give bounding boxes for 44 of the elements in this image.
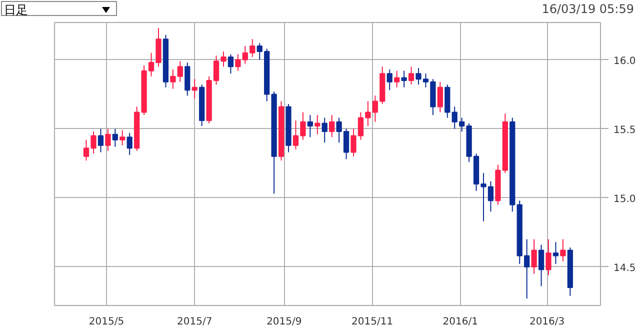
candlestick (401, 70, 407, 88)
candlestick (343, 128, 350, 160)
x-tick-label: 2016/1 (442, 316, 478, 328)
candlestick (336, 117, 342, 144)
candlestick (322, 117, 328, 144)
candlestick (184, 62, 190, 96)
candlestick (105, 128, 111, 152)
candlestick (98, 128, 104, 153)
y-tick-label: 15.5 (614, 124, 636, 136)
x-tick-label: 2015/9 (266, 316, 302, 328)
candlestick (177, 60, 183, 82)
y-tick-label: 14.5 (614, 262, 636, 274)
x-tick-label: 2015/5 (88, 316, 124, 328)
candlestick (256, 42, 262, 60)
candlestick (408, 66, 414, 86)
candlestick (416, 68, 422, 86)
candlestick (546, 238, 552, 276)
y-tick-label: 16.0 (614, 56, 636, 67)
candlestick (90, 131, 96, 154)
candlestick (394, 70, 400, 88)
candlestick (112, 128, 118, 148)
candlestick (538, 244, 544, 287)
candlestick (126, 132, 132, 156)
candlestick (531, 238, 537, 274)
candlestick (314, 114, 320, 135)
candlestick (120, 130, 126, 146)
x-tick-label: 2015/11 (352, 316, 394, 328)
text: 16/03/19 05:59 (542, 1, 634, 18)
candlestick (307, 114, 313, 138)
candlestick (220, 50, 226, 68)
candlestick (192, 78, 198, 99)
text: 日足 (4, 2, 28, 19)
candlestick (437, 81, 443, 113)
y-tick-label: 15.0 (614, 194, 636, 205)
candlestick (552, 242, 559, 265)
candlestick (170, 68, 176, 90)
candlestick (560, 238, 566, 262)
candlestick (329, 114, 335, 138)
x-tick-label: 2015/7 (177, 316, 212, 328)
x-tick-label: 2016/3 (529, 316, 565, 328)
candlestick (228, 54, 234, 74)
candlestick (83, 139, 90, 162)
candlestick (235, 54, 241, 72)
candlestick (386, 68, 392, 91)
